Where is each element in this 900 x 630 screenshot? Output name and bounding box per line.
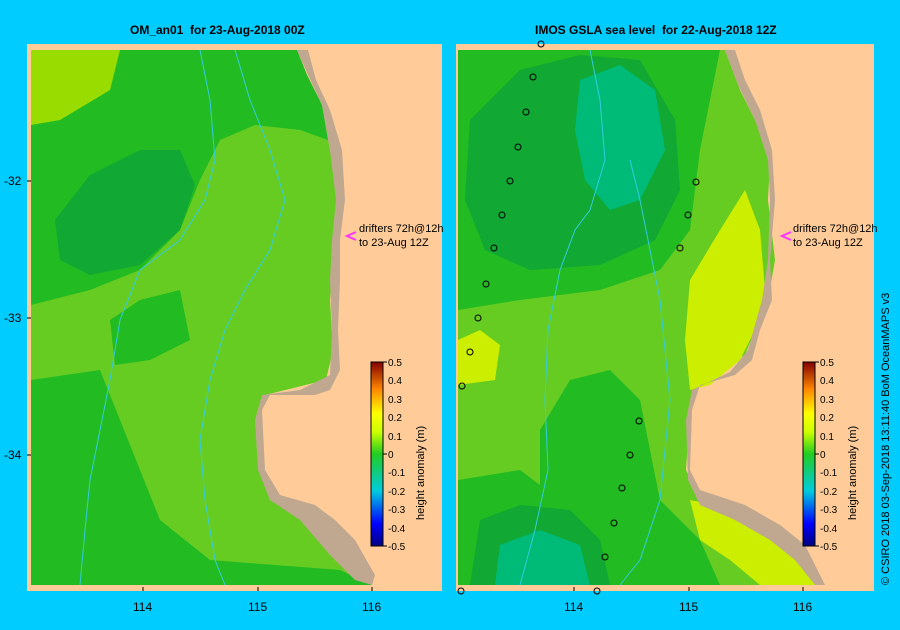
right-map-panel: [456, 40, 874, 595]
axis-tick-marks: [27, 180, 804, 591]
left-cb-tick-0: 0.5: [388, 358, 402, 369]
left-cb-tick-2: 0.3: [388, 395, 402, 406]
left-colorbar: [370, 361, 384, 547]
right-cb-tick-1: 0.4: [820, 376, 834, 387]
right-colorbar-ticks: [815, 361, 819, 547]
left-cb-tick-7: -0.2: [388, 487, 406, 498]
right-cb-tick-10: -0.5: [820, 542, 838, 553]
right-cb-tick-4: 0.1: [820, 432, 834, 443]
left-lon-tick-115: 115: [248, 600, 268, 614]
left-cb-tick-3: 0.2: [388, 413, 402, 424]
right-cb-tick-7: -0.2: [820, 487, 838, 498]
credit-text: © CSIRO 2018 03-Sep-2018 13:11:40 BoM Oc…: [880, 292, 892, 585]
right-cb-tick-5: 0: [820, 450, 826, 461]
left-panel-title: OM_an01 for 23-Aug-2018 00Z: [130, 23, 305, 37]
right-panel-title: IMOS GSLA sea level for 22-Aug-2018 12Z: [535, 23, 777, 37]
left-drifter-annotation-line1: drifters 72h@12h: [359, 223, 444, 235]
left-cb-tick-6: -0.1: [388, 468, 406, 479]
right-cb-tick-8: -0.3: [820, 505, 838, 516]
left-cb-tick-8: -0.3: [388, 505, 406, 516]
right-colorbar-label: height anomaly (m): [847, 426, 859, 520]
right-colorbar: [802, 361, 816, 547]
right-lon-tick-114: 114: [564, 600, 584, 614]
right-drifter-annotation-line1: drifters 72h@12h: [793, 223, 878, 235]
right-cb-tick-0: 0.5: [820, 358, 834, 369]
right-drifter-annotation-line2: to 23-Aug 12Z: [793, 237, 863, 249]
right-cb-tick-2: 0.3: [820, 395, 834, 406]
left-cb-tick-4: 0.1: [388, 432, 402, 443]
left-cb-tick-10: -0.5: [388, 542, 406, 553]
lat-tick-minus33: -33: [4, 311, 22, 325]
left-lon-tick-116: 116: [362, 600, 382, 614]
right-cb-tick-6: -0.1: [820, 468, 838, 479]
left-colorbar-ticks: [383, 361, 387, 547]
left-cb-tick-1: 0.4: [388, 376, 402, 387]
lat-tick-minus32: -32: [4, 174, 22, 188]
left-lon-tick-114: 114: [133, 600, 153, 614]
right-lon-tick-116: 116: [793, 600, 813, 614]
right-lon-tick-115: 115: [679, 600, 699, 614]
left-cb-tick-5: 0: [388, 450, 394, 461]
right-cb-tick-9: -0.4: [820, 524, 838, 535]
left-drifter-annotation-line2: to 23-Aug 12Z: [359, 237, 429, 249]
lat-tick-minus34: -34: [4, 448, 22, 462]
left-colorbar-label: height anomaly (m): [415, 426, 427, 520]
right-cb-tick-3: 0.2: [820, 413, 834, 424]
left-cb-tick-9: -0.4: [388, 524, 406, 535]
